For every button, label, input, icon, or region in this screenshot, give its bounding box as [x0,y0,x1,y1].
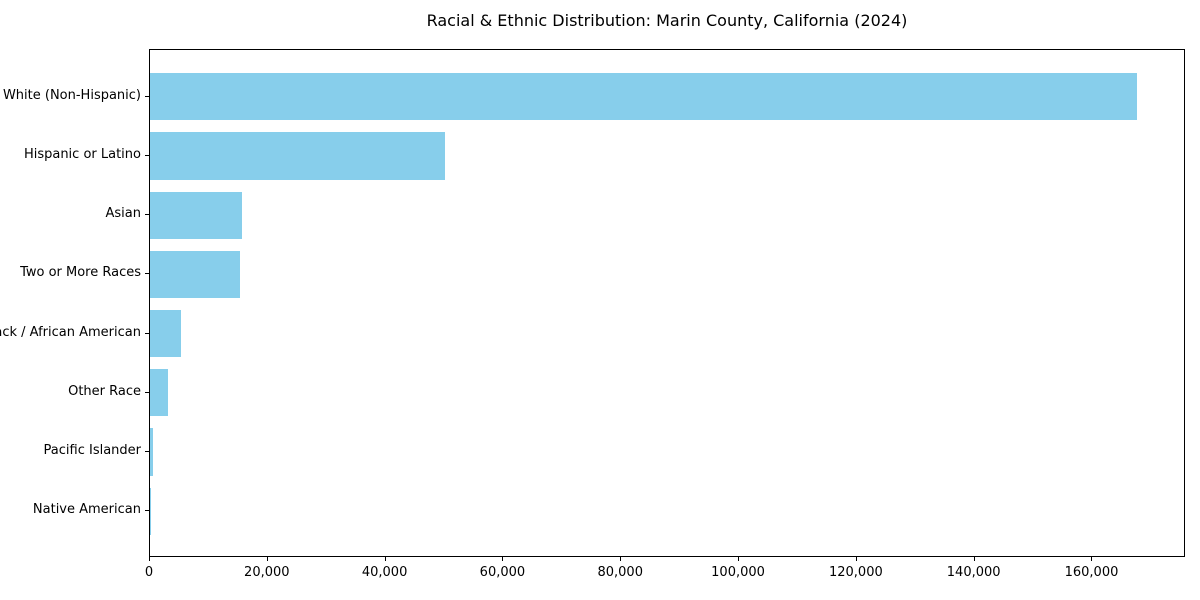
x-tick-label-80000: 80,000 [597,565,643,580]
x-tick-mark [738,557,739,561]
y-tick-mark [145,333,149,334]
x-tick-mark [502,557,503,561]
y-tick-mark [145,392,149,393]
x-tick-mark [856,557,857,561]
y-tick-mark [145,273,149,274]
y-tick-label-native-american: Native American [32,502,141,517]
y-tick-label-pacific-islander: Pacific Islander [43,443,141,458]
x-tick-label-60000: 60,000 [479,565,526,580]
bar-native-american [150,487,151,535]
x-tick-mark [1091,557,1092,561]
y-tick-label-asian: Asian [105,206,141,221]
y-tick-label-other-race: Other Race [68,384,141,399]
x-tick-label-40000: 40,000 [361,565,408,580]
x-tick-mark [267,557,268,561]
x-tick-mark [149,557,150,561]
y-tick-mark [145,96,149,97]
y-tick-mark [145,510,149,511]
x-tick-mark [620,557,621,561]
y-tick-mark [145,214,149,215]
chart-title: Racial & Ethnic Distribution: Marin Coun… [426,11,908,30]
x-tick-label-100000: 100,000 [711,565,765,580]
y-tick-mark [145,155,149,156]
y-tick-label-hispanic-or-latino: Hispanic or Latino [23,147,141,162]
y-tick-mark [145,451,149,452]
x-tick-mark [974,557,975,561]
bar-black-african-american [150,309,182,358]
bar-hispanic-or-latino [150,132,445,180]
x-tick-label-20000: 20,000 [244,565,290,580]
bar-white-non-hispanic [150,73,1137,121]
x-tick-label-120000: 120,000 [828,565,883,580]
bar-other-race [150,369,169,417]
x-tick-label-0: 0 [144,565,154,580]
y-tick-label-black-african-american: Black / African American [0,325,141,340]
bar-asian [150,191,243,239]
x-tick-label-160000: 160,000 [1064,565,1119,580]
y-tick-label-two-or-more-races: Two or More Races [20,265,141,280]
x-tick-mark [385,557,386,561]
plot-area [149,49,1185,557]
x-tick-label-140000: 140,000 [946,565,1001,580]
y-tick-label-white-non-hispanic: White (Non-Hispanic) [2,88,141,103]
bar-two-or-more-races [150,250,240,299]
bar-pacific-islander [150,428,153,476]
